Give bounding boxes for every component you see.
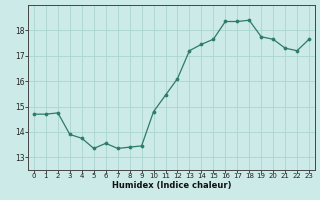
X-axis label: Humidex (Indice chaleur): Humidex (Indice chaleur) (112, 181, 231, 190)
